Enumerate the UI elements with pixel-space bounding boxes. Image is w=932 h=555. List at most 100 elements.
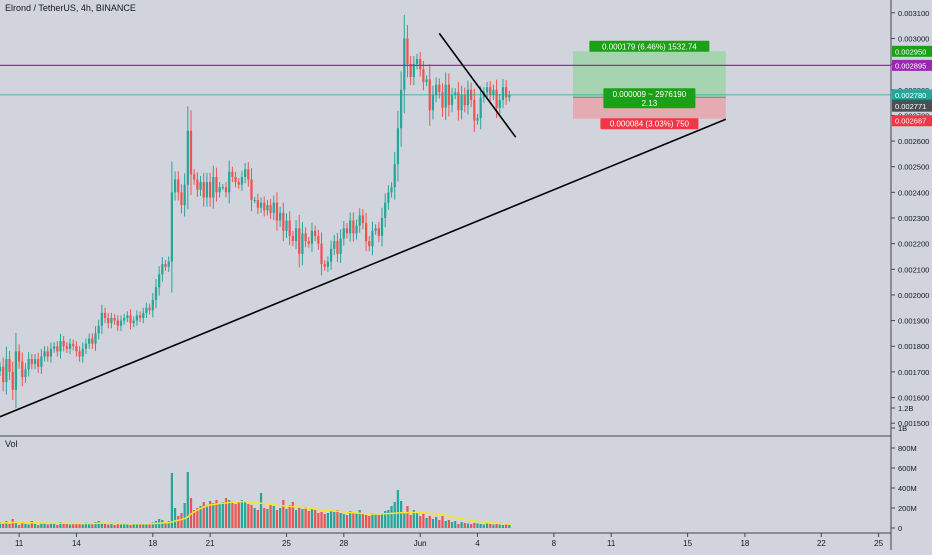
- target-label-box: [589, 40, 710, 52]
- price-tick-label: 0.003100: [898, 9, 929, 18]
- volume-bar: [333, 512, 336, 528]
- candle-body: [40, 356, 43, 367]
- candle-body: [158, 274, 161, 288]
- volume-bar: [2, 523, 5, 528]
- price-tick-label: 0.002600: [898, 137, 929, 146]
- volume-tick-label: 1B: [898, 424, 907, 433]
- candle-body: [148, 307, 151, 311]
- candle-body: [250, 179, 253, 201]
- time-tick-label: 25: [282, 539, 291, 548]
- price-tick-label: 0.002300: [898, 214, 929, 223]
- candle-body: [94, 333, 97, 344]
- candle-body: [396, 128, 400, 165]
- candle-body: [291, 235, 294, 242]
- rising-trendline: [0, 118, 727, 418]
- volume-bar: [186, 472, 189, 528]
- volume-bar: [457, 524, 460, 528]
- candle-body: [298, 228, 301, 254]
- volume-bar: [177, 516, 180, 528]
- candle-body: [234, 176, 237, 183]
- candle-body: [387, 192, 390, 203]
- volume-bar: [5, 521, 8, 528]
- time-tick-label: 8: [552, 539, 557, 548]
- time-tick-label: Jun: [414, 539, 427, 548]
- candle-body: [492, 89, 495, 95]
- volume-bar: [240, 500, 244, 528]
- candle-body: [145, 307, 148, 313]
- candle-body: [151, 300, 154, 311]
- candle-body: [68, 343, 72, 349]
- volume-bar: [352, 512, 355, 528]
- volume-bar: [205, 505, 209, 528]
- volume-bar: [103, 524, 107, 528]
- volume-bar: [123, 523, 126, 528]
- price-tick-label: 0.003000: [898, 34, 929, 43]
- volume-bar: [355, 513, 358, 528]
- candle-body: [84, 343, 88, 349]
- candle-body: [100, 312, 103, 326]
- candle-body: [224, 187, 228, 193]
- volume-bar: [0, 522, 2, 528]
- candle-body: [53, 346, 56, 349]
- entry-price-tag-bg: [892, 100, 932, 112]
- candle-body: [339, 238, 342, 254]
- volume-bar: [349, 511, 352, 528]
- candle-body: [75, 346, 78, 352]
- candle-body: [368, 241, 371, 247]
- volume-bar: [256, 510, 259, 528]
- price-tick-label: 0.001700: [898, 368, 929, 377]
- volume-bar: [75, 523, 78, 528]
- stop-price-tag: 0.002687: [895, 117, 926, 126]
- volume-bar: [428, 516, 431, 528]
- candle-body: [282, 212, 285, 231]
- candle-body: [8, 359, 11, 372]
- candle-body: [240, 176, 244, 185]
- volume-bar: [253, 508, 256, 528]
- candle-body: [317, 235, 320, 244]
- volume-bar: [438, 520, 441, 528]
- candle-body: [72, 343, 75, 347]
- volume-bar: [100, 523, 103, 528]
- candle-body: [113, 318, 116, 321]
- candle-body: [212, 176, 215, 198]
- volume-bar: [30, 521, 33, 528]
- volume-bar: [463, 523, 466, 528]
- volume-bar: [415, 513, 419, 528]
- volume-bar: [218, 504, 221, 528]
- candle-body: [56, 346, 59, 352]
- candle-body: [342, 228, 345, 239]
- volume-bar: [473, 523, 476, 528]
- volume-bar: [336, 510, 339, 528]
- volume-bar: [399, 501, 403, 528]
- risk-reward-label-box: [603, 88, 696, 109]
- candle-body: [228, 171, 231, 193]
- volume-bar: [138, 523, 142, 528]
- volume-bar: [282, 500, 285, 528]
- volume-bar: [91, 524, 94, 528]
- volume-bar: [450, 522, 454, 528]
- candle-body: [259, 202, 263, 208]
- candle-body: [489, 87, 492, 95]
- symbol-title: Elrond / TetherUS, 4h, BINANCE: [5, 3, 136, 13]
- candle-body: [304, 233, 307, 242]
- time-tick-label: 11: [607, 539, 616, 548]
- current-price-tag: 0.002780: [895, 91, 926, 100]
- volume-bar: [94, 522, 97, 528]
- volume-bar: [298, 508, 301, 528]
- candle-body: [336, 241, 339, 254]
- volume-bar: [68, 524, 72, 528]
- candle-body: [403, 38, 406, 90]
- candle-body: [463, 94, 466, 106]
- candle-body: [301, 233, 304, 254]
- price-tick-label: 0.002000: [898, 291, 929, 300]
- candle-body: [409, 64, 412, 77]
- candle-body: [275, 202, 279, 221]
- volume-bar: [505, 524, 508, 528]
- volume-tick-label: 400M: [898, 484, 917, 493]
- volume-bar: [244, 501, 247, 528]
- candle-body: [43, 351, 46, 357]
- time-tick-label: 28: [339, 539, 348, 548]
